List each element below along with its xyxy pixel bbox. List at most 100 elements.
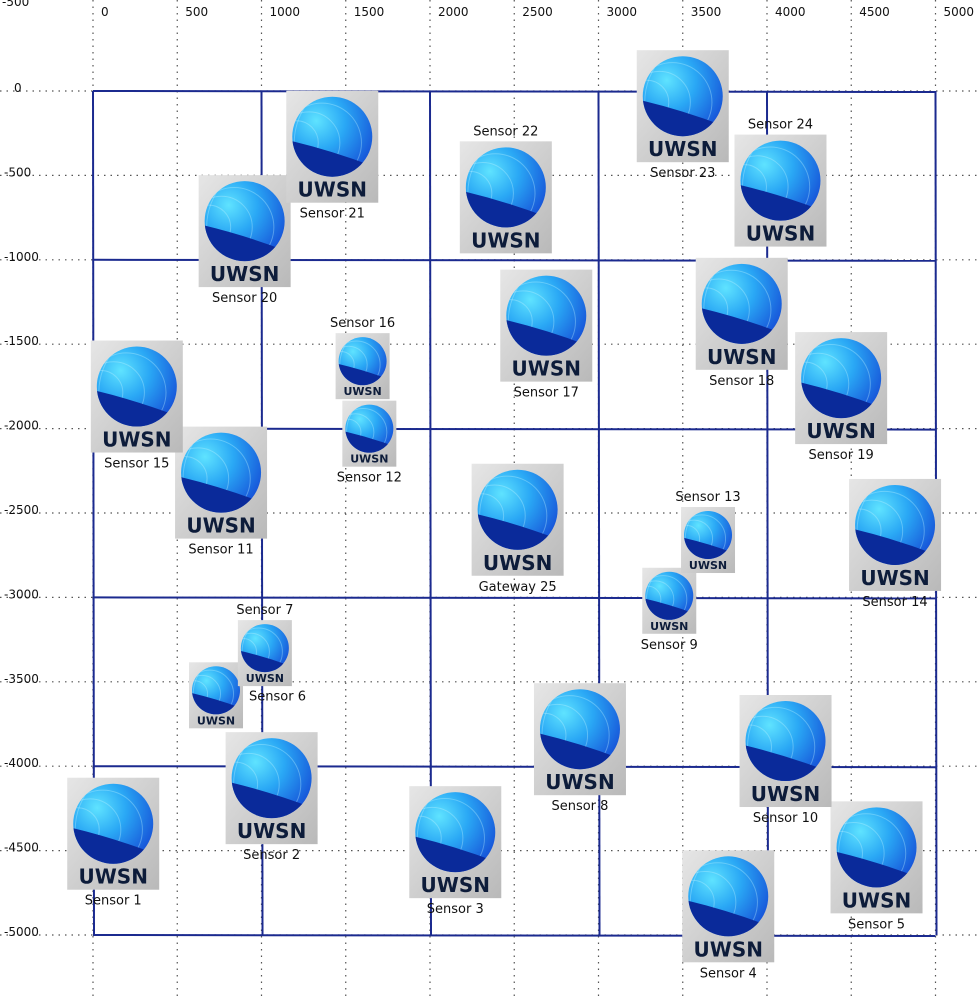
y-tick-label: -3500 <box>4 672 39 686</box>
sensor-node[interactable]: UWSN Sensor 12 <box>335 393 426 486</box>
sensor-node[interactable]: UWSN Sensor 6 <box>181 654 306 733</box>
wave-arcs <box>345 404 394 453</box>
uwsn-icon-text: UWSN <box>471 228 540 252</box>
sensor-node[interactable]: UWSN Sensor 7 <box>230 603 321 691</box>
sensor-node[interactable]: UWSN Sensor 19 <box>783 318 935 463</box>
cell-boundary-horizontal <box>92 90 936 93</box>
sensor-node[interactable]: UWSN Sensor 13 <box>673 490 764 578</box>
node-label: Sensor 9 <box>641 638 698 653</box>
node-label: Sensor 8 <box>551 799 608 814</box>
wave-arcs <box>740 140 821 221</box>
sensor-node[interactable]: UWSN Sensor 11 <box>163 413 315 558</box>
sensor-node[interactable]: UWSN Sensor 20 <box>187 161 339 306</box>
node-label: Sensor 5 <box>848 917 905 932</box>
node-label: Sensor 17 <box>514 386 579 401</box>
node-label: Sensor 7 <box>236 603 293 618</box>
uwsn-icon-text: UWSN <box>842 888 911 912</box>
x-tick-label: 2000 <box>438 5 469 19</box>
y-tick-label: -500 <box>4 165 31 179</box>
sensor-node[interactable]: UWSN Sensor 2 <box>214 718 366 863</box>
node-label: Sensor 22 <box>473 124 538 139</box>
corner-tick-label: -500 <box>2 0 29 9</box>
uwsn-icon-text: UWSN <box>197 714 235 727</box>
uwsn-icon-text: UWSN <box>78 865 147 889</box>
wave-arcs <box>688 856 769 937</box>
uwsn-icon-text: UWSN <box>350 453 388 466</box>
node-label: Sensor 24 <box>748 118 813 133</box>
uwsn-icon-text: UWSN <box>545 770 614 794</box>
uwsn-icon-text: UWSN <box>210 262 279 286</box>
sensor-node[interactable]: UWSN Sensor 4 <box>670 836 822 981</box>
y-tick-label: -3000 <box>4 587 39 601</box>
axis-tick-labels: -500 0 500 1000 1500 2000 2500 3000 3500 4000 450… <box>2 0 974 939</box>
node-label: Sensor 12 <box>337 471 402 486</box>
uwsn-icon-text: UWSN <box>186 514 255 538</box>
uwsn-icon-text: UWSN <box>512 357 581 381</box>
x-tick-label: 0 <box>101 5 109 19</box>
uwsn-icon-text: UWSN <box>343 385 381 398</box>
y-tick-label: -5000 <box>4 925 39 939</box>
cell-boundary-horizontal <box>92 596 936 600</box>
sensor-node[interactable]: UWSN Sensor 23 <box>625 36 777 181</box>
sensor-node[interactable]: UWSN Sensor 16 <box>328 316 419 404</box>
x-tick-label: 3500 <box>691 5 722 19</box>
uwsn-icon-text: UWSN <box>860 566 929 590</box>
x-tick-label: 5000 <box>944 5 975 19</box>
node-label: Sensor 3 <box>427 902 484 917</box>
uwsn-icon-text: UWSN <box>483 551 552 575</box>
uwsn-icon-text: UWSN <box>237 819 306 843</box>
node-label: Gateway 25 <box>479 580 557 595</box>
node-label: Sensor 20 <box>212 291 277 306</box>
x-tick-label: 1000 <box>270 5 301 19</box>
wave-arcs <box>642 56 723 137</box>
wave-arcs <box>801 338 882 419</box>
node-label: Sensor 18 <box>709 374 774 389</box>
y-tick-label: 0 <box>14 81 22 95</box>
sensor-node[interactable]: UWSN Sensor 22 <box>448 124 600 259</box>
y-tick-label: -4500 <box>4 841 39 855</box>
sensor-node[interactable]: UWSN Sensor 8 <box>522 669 674 814</box>
sensor-node[interactable]: UWSN Sensor 24 <box>722 118 874 253</box>
node-label: Sensor 10 <box>753 811 818 826</box>
node-label: Sensor 11 <box>188 543 253 558</box>
uwsn-icon-text: UWSN <box>689 559 727 572</box>
sensor-node[interactable]: UWSN Sensor 10 <box>728 681 880 826</box>
sensor-node[interactable]: UWSN Sensor 3 <box>397 772 549 917</box>
sensor-node[interactable]: UWSN Sensor 15 <box>79 327 231 472</box>
node-label: Sensor 13 <box>675 490 740 505</box>
x-tick-label: 3000 <box>607 5 638 19</box>
sensor-node[interactable]: UWSN Sensor 1 <box>55 764 207 909</box>
uwsn-icon-text: UWSN <box>806 419 875 443</box>
node-label: Sensor 1 <box>85 894 142 909</box>
uwsn-icon-text: UWSN <box>746 222 815 246</box>
sensor-node[interactable]: UWSN Sensor 18 <box>684 244 836 389</box>
sensor-node[interactable]: UWSN Sensor 5 <box>819 787 971 932</box>
y-tick-label: -1000 <box>4 250 39 264</box>
sensor-node[interactable]: UWSN Sensor 9 <box>634 560 725 653</box>
wave-arcs <box>204 181 285 262</box>
x-tick-label: 4500 <box>859 5 890 19</box>
sensor-node[interactable]: UWSN Gateway 25 <box>460 450 612 595</box>
node-label: Sensor 21 <box>300 207 365 222</box>
uwsn-icon-text: UWSN <box>421 873 490 897</box>
sensor-node[interactable]: UWSN Sensor 14 <box>837 465 980 610</box>
node-label: Sensor 4 <box>700 966 757 981</box>
uwsn-icon-text: UWSN <box>650 620 688 633</box>
node-label: Sensor 19 <box>809 448 874 463</box>
sensor-node[interactable]: UWSN Sensor 17 <box>488 256 640 401</box>
wave-arcs <box>96 346 177 427</box>
node-label: Sensor 23 <box>650 166 715 181</box>
x-tick-label: 2500 <box>522 5 553 19</box>
node-label: Sensor 2 <box>243 848 300 863</box>
y-tick-label: -4000 <box>4 756 39 770</box>
sensor-node[interactable]: UWSN Sensor 21 <box>274 77 426 222</box>
node-label: Sensor 14 <box>862 595 927 610</box>
node-label: Sensor 15 <box>104 457 169 472</box>
x-tick-label: 500 <box>185 5 208 19</box>
node-label: Sensor 16 <box>330 316 395 331</box>
uwsn-icon-text: UWSN <box>246 672 284 685</box>
uwsn-icon-text: UWSN <box>751 782 820 806</box>
y-tick-label: -2000 <box>4 419 39 433</box>
